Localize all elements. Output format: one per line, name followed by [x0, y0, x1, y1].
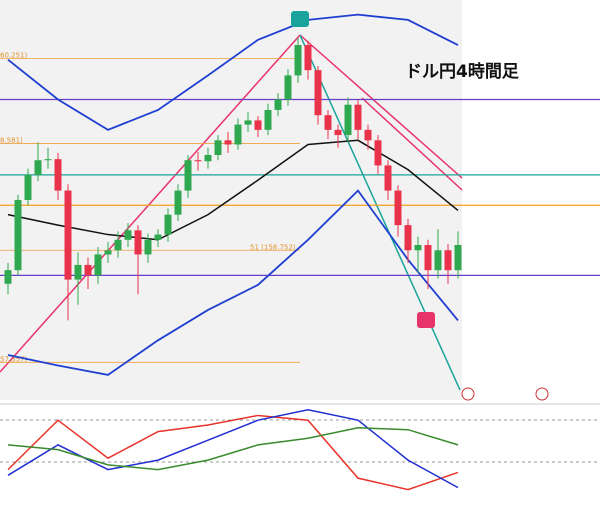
chart-title: ドル円4時間足: [405, 61, 519, 82]
oscillator-line: [7, 414, 459, 491]
candle-body: [184, 160, 192, 191]
candle-body: [404, 225, 412, 251]
overlay-line: [7, 13, 459, 131]
candle-body: [114, 239, 122, 251]
candle-body: [54, 159, 62, 191]
candle-body: [264, 109, 272, 130]
event-icon: [535, 387, 549, 401]
plot-shade: [0, 0, 462, 400]
candle-body: [344, 104, 352, 136]
candle-body: [314, 70, 322, 116]
signal-flag: [291, 11, 309, 27]
series-layer: 60.251) 8.581) 51 (158.752) 57.357): [0, 13, 600, 491]
candle-body: [354, 104, 362, 130]
candle-body: [64, 190, 72, 280]
signal-flag: [417, 312, 435, 328]
candle-body: [374, 140, 382, 166]
candle-body: [34, 160, 42, 175]
candle-body: [4, 270, 12, 284]
candle-body: [134, 230, 142, 255]
candle-body: [424, 245, 432, 271]
candle-body: [234, 124, 242, 145]
candle-body: [254, 120, 262, 130]
candle-body: [444, 250, 452, 271]
fib-label: 60.251): [0, 52, 27, 60]
candle-body: [94, 254, 102, 276]
candle-body: [84, 264, 92, 276]
candle-body: [14, 200, 22, 271]
candle-body: [124, 230, 132, 240]
event-icon: [461, 387, 475, 401]
fib-label: 57.357): [0, 355, 27, 363]
overlay-line: [7, 139, 459, 241]
candle-body: [164, 214, 172, 235]
candle-body: [154, 234, 162, 240]
candle-body: [204, 154, 212, 162]
candle-body: [384, 165, 392, 191]
candle-body: [144, 239, 152, 255]
candle-body: [394, 190, 402, 226]
candle-body: [74, 264, 82, 280]
trend-line: [299, 34, 463, 179]
candle-body: [44, 159, 52, 161]
candle-body: [214, 140, 222, 155]
fib-label: 8.581): [0, 136, 23, 144]
trend-line: [299, 34, 461, 391]
candle-body: [434, 250, 442, 271]
candle-body: [24, 174, 32, 200]
candle-body: [224, 140, 232, 145]
candle-body: [414, 245, 422, 251]
trend-line: [0, 34, 301, 373]
candle-body: [174, 190, 182, 215]
candle-body: [364, 129, 372, 141]
candle-body: [284, 75, 292, 100]
candle-body: [274, 99, 282, 110]
candle-body: [304, 45, 312, 71]
candle-body: [244, 120, 252, 125]
fib-label: 51 (158.752): [250, 243, 296, 251]
oscillator-line: [7, 408, 459, 489]
candle-body: [194, 160, 202, 162]
candle-body: [294, 45, 302, 76]
candle-body: [334, 129, 342, 136]
overlay-line: [7, 189, 459, 376]
candle-body: [104, 250, 112, 255]
candle-body: [454, 245, 462, 271]
candle-body: [324, 115, 332, 130]
oscillator-line: [7, 427, 459, 471]
